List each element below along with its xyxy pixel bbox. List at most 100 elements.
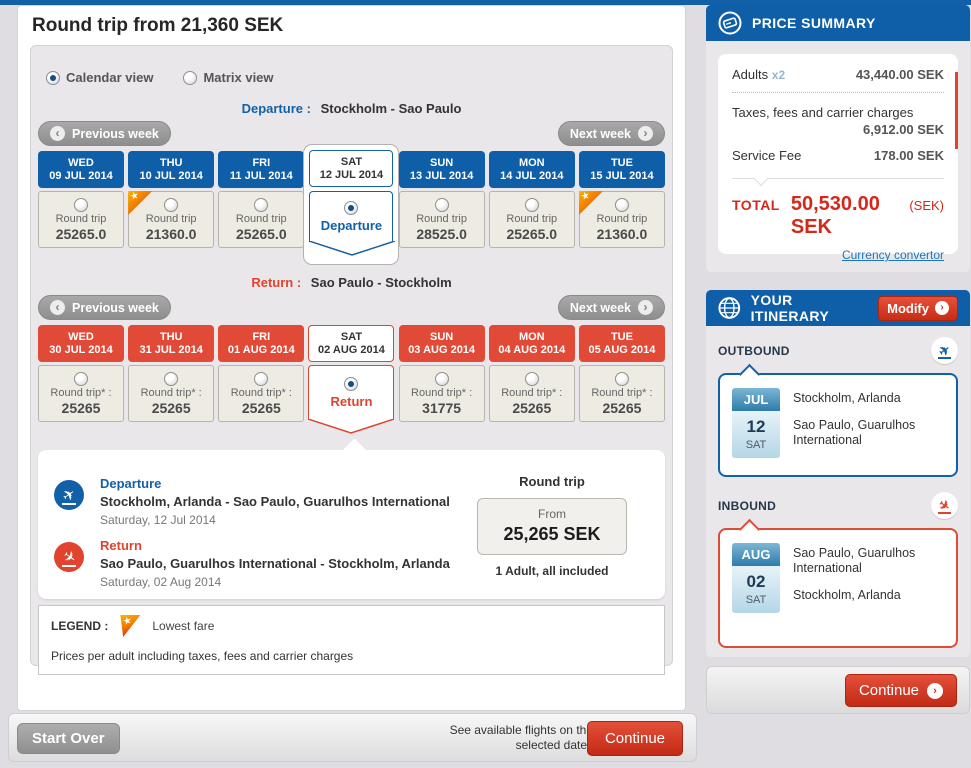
day-header: FRI 11 JUL 2014 [218, 151, 305, 188]
selected-return-option[interactable]: Return [308, 365, 395, 434]
radio-icon[interactable] [164, 197, 179, 212]
day-header: THU 10 JUL 2014 [128, 151, 215, 188]
day-fare-option[interactable]: Round trip* : 25265 [38, 365, 124, 422]
outbound-route-text: Stockholm, Arlanda Sao Paulo, Guarulhos … [793, 388, 944, 462]
outbound-month: JUL [732, 388, 780, 411]
day-card: FRI 11 JUL 2014 Round trip 25265.0 [218, 151, 305, 251]
day-fare-option[interactable]: Round trip 25265.0 [218, 191, 305, 248]
return-details-route: Sao Paulo, Guarulhos International - Sto… [100, 556, 450, 571]
radio-icon[interactable] [254, 371, 269, 386]
departure-label: Departure : [241, 101, 311, 116]
continue-button[interactable]: Continue [586, 721, 683, 756]
radio-icon[interactable] [434, 197, 449, 212]
next-week-label: Next week [569, 300, 631, 315]
selected-departure-option[interactable]: Departure [309, 191, 396, 256]
outbound-to: Sao Paulo, Guarulhos International [793, 418, 916, 447]
continue-label: Continue [604, 730, 665, 747]
total-row: TOTAL 50,530.00 SEK (SEK) [732, 193, 944, 239]
return-week-nav: ‹ Previous week Next week › [38, 295, 665, 320]
selection-details-card: ✈ Departure Stockholm, Arlanda - Sao Pau… [38, 450, 665, 599]
radio-icon[interactable] [74, 371, 88, 386]
radio-icon[interactable] [614, 197, 629, 212]
continue-label: Continue [858, 682, 919, 699]
radio-icon[interactable] [254, 197, 269, 212]
day-header: WED 09 JUL 2014 [38, 151, 124, 188]
radio-selected-icon[interactable] [344, 201, 359, 215]
day-fare-option[interactable]: Round trip 21360.0 [128, 191, 215, 248]
departure-details: Departure Stockholm, Arlanda - Sao Paulo… [100, 476, 450, 527]
departure-next-week-button[interactable]: Next week › [557, 121, 665, 146]
radio-icon[interactable] [524, 371, 539, 386]
calendar-view-label: Calendar view [66, 70, 154, 85]
day-header: TUE 15 JUL 2014 [578, 151, 665, 188]
itinerary-continue-bar: Continue › [706, 666, 970, 714]
day-fare-option[interactable]: Round trip 25265.0 [488, 191, 575, 248]
return-previous-week-button[interactable]: ‹ Previous week [38, 295, 171, 320]
day-fare-option[interactable]: Round trip 28525.0 [398, 191, 485, 248]
service-fee-label: Service Fee [732, 148, 802, 163]
price-summary-title: PRICE SUMMARY [752, 15, 876, 31]
top-accent-strip [0, 0, 971, 5]
plane-takeoff-icon: ✈ [931, 337, 958, 364]
radio-icon[interactable] [614, 371, 629, 386]
inbound-to: Stockholm, Arlanda [793, 588, 901, 602]
calendar-panel: Calendar view Matrix view Departure : St… [30, 45, 673, 675]
lowest-fare-badge-icon [578, 191, 603, 215]
lowest-fare-label: Lowest fare [152, 619, 215, 633]
day-card: THU 31 JUL 2014 Round trip* : 25265 [128, 325, 215, 425]
service-fee-row: Service Fee 178.00 SEK [732, 148, 944, 163]
adults-value: 43,440.00 SEK [855, 67, 944, 82]
taxes-row: Taxes, fees and carrier charges 6,912.00… [732, 105, 944, 137]
day-fare-option[interactable]: Round trip 21360.0 [578, 191, 665, 248]
calendar-view-radio[interactable]: Calendar view [46, 70, 153, 85]
return-next-week-button[interactable]: Next week › [557, 295, 665, 320]
day-header: MON 04 AUG 2014 [488, 325, 575, 362]
day-fare-option[interactable]: Round trip 25265.0 [38, 191, 124, 248]
return-day-row: WED 30 JUL 2014 Round trip* : 25265 THU 31… [38, 325, 665, 434]
adults-row: Adults x2 43,440.00 SEK [732, 67, 944, 82]
fare-note: 1 Adult, all included [495, 564, 609, 578]
start-over-button[interactable]: Start Over [17, 723, 120, 754]
previous-week-label: Previous week [72, 126, 159, 141]
outbound-date-block: JUL 12 SAT [732, 388, 780, 458]
service-fee-value: 178.00 SEK [873, 148, 944, 163]
radio-icon[interactable] [524, 197, 539, 212]
day-fare-option[interactable]: Round trip* : 25265 [488, 365, 575, 422]
lowest-fare-badge-icon [128, 191, 153, 215]
arrow-right-icon: › [935, 301, 949, 315]
day-fare-option[interactable]: Round trip* : 25265 [128, 365, 215, 422]
radio-icon[interactable] [434, 371, 449, 386]
radio-icon[interactable] [183, 70, 198, 85]
fare-heading: Round trip [519, 474, 585, 489]
chevron-right-icon: › [638, 300, 653, 315]
day-fare-option[interactable]: Round trip* : 25265 [578, 365, 665, 422]
selection-pointer [309, 241, 396, 256]
day-header: WED 30 JUL 2014 [38, 325, 124, 362]
return-details-label: Return [100, 538, 142, 553]
currency-convertor-link[interactable]: Currency convertor [841, 248, 944, 262]
day-fare-option[interactable]: Round trip* : 25265 [218, 365, 305, 422]
total-divider [732, 178, 944, 179]
radio-selected-icon[interactable] [46, 70, 60, 85]
taxes-label: Taxes, fees and carrier charges [732, 105, 914, 120]
day-fare-option[interactable]: Round trip* : 31775 [398, 365, 485, 422]
radio-icon[interactable] [164, 371, 179, 386]
from-label: From [538, 507, 566, 521]
inbound-from: Sao Paulo, Guarulhos International [793, 546, 916, 575]
departure-previous-week-button[interactable]: ‹ Previous week [38, 121, 171, 146]
return-details: Return Sao Paulo, Guarulhos Internationa… [100, 538, 450, 589]
itinerary-header: YOUR ITINERARY Modify › [706, 290, 970, 326]
price-tag-icon [718, 11, 742, 35]
globe-icon [718, 297, 741, 319]
itinerary-continue-button[interactable]: Continue › [844, 674, 957, 707]
radio-icon[interactable] [74, 197, 88, 212]
matrix-view-radio[interactable]: Matrix view [183, 70, 274, 85]
outbound-card: JUL 12 SAT Stockholm, Arlanda Sao Paulo,… [718, 373, 958, 477]
fare-amount: 25,265 SEK [503, 524, 601, 544]
modify-button[interactable]: Modify › [878, 295, 958, 321]
adults-qty: x2 [771, 68, 786, 82]
inbound-route-text: Sao Paulo, Guarulhos International Stock… [793, 543, 944, 633]
itinerary-panel: OUTBOUND ✈ JUL 12 SAT Stockholm, Arlanda… [706, 326, 970, 657]
radio-selected-icon[interactable] [344, 377, 359, 391]
